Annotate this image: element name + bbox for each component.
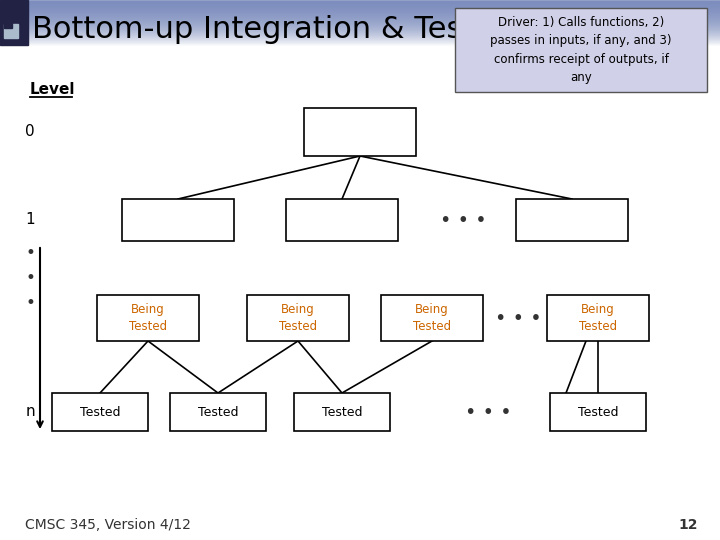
Bar xyxy=(286,199,398,241)
Bar xyxy=(516,199,628,241)
Text: Bottom-up Integration & Testing: Bottom-up Integration & Testing xyxy=(32,16,521,44)
Bar xyxy=(0,39,720,40)
Text: Being
Tested: Being Tested xyxy=(279,303,317,333)
Bar xyxy=(0,12,720,13)
Bar xyxy=(52,393,148,431)
Bar xyxy=(0,4,720,5)
Text: Being
Tested: Being Tested xyxy=(413,303,451,333)
Bar xyxy=(455,8,707,92)
Bar xyxy=(0,14,720,15)
Bar xyxy=(0,24,720,25)
Text: Driver: 1) Calls functions, 2)
passes in inputs, if any, and 3)
confirms receipt: Driver: 1) Calls functions, 2) passes in… xyxy=(490,16,672,84)
Bar xyxy=(0,31,720,32)
Bar xyxy=(0,40,720,41)
Bar xyxy=(0,18,720,19)
Bar xyxy=(0,11,720,12)
Bar xyxy=(170,393,266,431)
Bar xyxy=(0,27,720,28)
Bar xyxy=(0,6,720,7)
Text: 12: 12 xyxy=(678,518,698,532)
Bar xyxy=(0,5,720,6)
Text: Level: Level xyxy=(30,83,76,98)
Bar xyxy=(294,393,390,431)
Bar xyxy=(97,295,199,341)
Bar xyxy=(0,34,720,35)
Text: Tested: Tested xyxy=(322,406,362,419)
Bar xyxy=(4,20,12,28)
Bar xyxy=(0,3,720,4)
Bar xyxy=(0,13,720,14)
Bar xyxy=(0,20,720,21)
Bar xyxy=(0,33,720,34)
Bar xyxy=(0,32,720,33)
Bar xyxy=(304,108,416,156)
Text: Tested: Tested xyxy=(577,406,618,419)
Bar xyxy=(0,36,720,37)
Bar xyxy=(0,44,720,45)
Bar xyxy=(547,295,649,341)
Bar xyxy=(0,17,720,18)
Bar xyxy=(0,2,720,3)
Bar xyxy=(247,295,349,341)
Text: 1: 1 xyxy=(25,213,35,227)
Bar xyxy=(0,16,720,17)
Bar xyxy=(0,9,720,10)
Bar xyxy=(0,23,720,24)
Bar xyxy=(122,199,234,241)
Bar xyxy=(0,29,720,30)
Text: • • •: • • • xyxy=(440,211,486,229)
Text: • • •: • • • xyxy=(495,308,541,327)
Bar xyxy=(0,22,720,23)
Bar xyxy=(0,30,720,31)
Text: CMSC 345, Version 4/12: CMSC 345, Version 4/12 xyxy=(25,518,191,532)
Bar xyxy=(0,8,720,9)
Bar xyxy=(0,41,720,42)
Bar xyxy=(0,21,720,22)
Bar xyxy=(0,0,720,1)
Bar xyxy=(0,0,28,45)
Bar xyxy=(0,1,720,2)
Bar xyxy=(0,35,720,36)
Text: Tested: Tested xyxy=(198,406,238,419)
Bar xyxy=(0,28,720,29)
Text: n: n xyxy=(25,404,35,420)
Bar xyxy=(550,393,646,431)
Bar xyxy=(0,38,720,39)
Text: Tested: Tested xyxy=(80,406,120,419)
Bar xyxy=(0,19,720,20)
Text: Being
Tested: Being Tested xyxy=(579,303,617,333)
Bar xyxy=(0,43,720,44)
Bar xyxy=(4,24,18,38)
Bar xyxy=(0,42,720,43)
Bar xyxy=(381,295,483,341)
Text: Being
Tested: Being Tested xyxy=(129,303,167,333)
Bar xyxy=(0,7,720,8)
Bar xyxy=(0,26,720,27)
Bar xyxy=(0,25,720,26)
Bar xyxy=(0,15,720,16)
Bar xyxy=(0,10,720,11)
Bar xyxy=(0,37,720,38)
Text: •
•
•: • • • xyxy=(25,244,35,312)
Text: • • •: • • • xyxy=(464,402,511,422)
Text: 0: 0 xyxy=(25,125,35,139)
